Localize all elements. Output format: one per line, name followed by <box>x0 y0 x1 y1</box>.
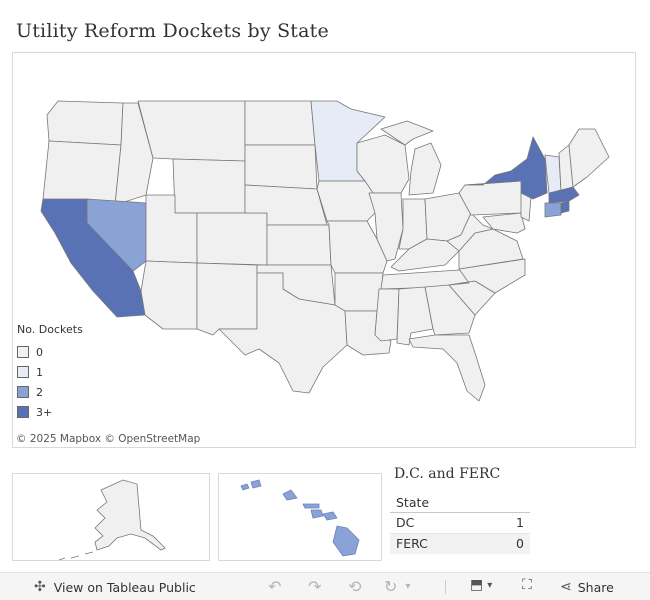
download-button[interactable]: ⬒ ▾ <box>470 577 492 593</box>
toolbar-divider <box>445 580 446 594</box>
view-on-tableau-label: View on Tableau Public <box>53 579 196 595</box>
state-michigan[interactable] <box>408 142 442 196</box>
us-map[interactable]: No. Dockets 0 1 2 3+ © 2025 Mapbox © Ope… <box>12 52 636 448</box>
legend-swatch <box>17 346 29 358</box>
legend: No. Dockets 0 1 2 3+ <box>17 323 83 422</box>
page-title: Utility Reform Dockets by State <box>16 20 329 42</box>
state-new-mexico[interactable] <box>196 262 258 336</box>
legend-label: 0 <box>36 345 43 359</box>
redo-button[interactable]: ↷ <box>308 577 321 596</box>
state-pennsylvania[interactable] <box>458 180 528 216</box>
download-icon: ⬒ <box>470 577 484 593</box>
state-north-carolina[interactable] <box>448 258 526 294</box>
view-on-tableau-button[interactable]: ✣ View on Tableau Public <box>34 579 196 595</box>
state-colorado[interactable] <box>196 212 268 266</box>
legend-swatch <box>17 386 29 398</box>
table-header: State <box>390 494 530 513</box>
aleutian-islands <box>58 551 94 561</box>
row-state: DC <box>396 515 415 530</box>
state-alaska[interactable] <box>94 479 166 551</box>
legend-swatch <box>17 366 29 378</box>
refresh-button[interactable]: ↻ ▾ <box>384 577 410 596</box>
state-iowa[interactable] <box>316 180 376 222</box>
tableau-toolbar: ✣ View on Tableau Public ↶ ↷ ⟲ ↻ ▾ ⬒ ▾ ⛶ ⋖… <box>0 572 650 600</box>
fullscreen-button[interactable]: ⛶ <box>522 577 532 593</box>
hawaii-inset[interactable] <box>218 473 382 561</box>
row-state: FERC <box>396 536 428 551</box>
state-north-dakota[interactable] <box>244 100 316 146</box>
share-icon: ⋖ <box>560 579 572 595</box>
state-arizona[interactable] <box>140 260 198 330</box>
table-row[interactable]: DC 1 <box>390 513 530 533</box>
state-kansas[interactable] <box>266 224 332 266</box>
state-rhode-island[interactable] <box>560 200 570 214</box>
state-massachusetts[interactable] <box>548 186 580 204</box>
state-mississippi[interactable] <box>374 288 400 342</box>
legend-label: 3+ <box>36 405 53 419</box>
redo-icon: ↷ <box>308 577 322 596</box>
state-texas[interactable] <box>218 272 348 394</box>
state-wyoming[interactable] <box>172 158 246 214</box>
row-value: 0 <box>516 536 524 551</box>
revert-button[interactable]: ⟲ <box>348 577 361 596</box>
map-canvas[interactable] <box>13 53 637 449</box>
row-value: 1 <box>516 515 524 530</box>
state-arkansas[interactable] <box>334 272 384 312</box>
state-florida[interactable] <box>408 334 486 402</box>
legend-item[interactable]: 2 <box>17 382 83 402</box>
undo-button[interactable]: ↶ <box>268 577 281 596</box>
revert-icon: ⟲ <box>348 577 362 596</box>
share-label: Share <box>577 579 614 595</box>
refresh-icon: ↻ <box>384 577 398 596</box>
state-maine[interactable] <box>568 128 610 188</box>
legend-label: 1 <box>36 365 43 379</box>
fullscreen-icon: ⛶ <box>522 577 532 593</box>
chevron-down-icon: ▾ <box>487 579 493 591</box>
state-oregon[interactable] <box>42 140 122 206</box>
table-row[interactable]: FERC 0 <box>390 533 530 554</box>
dc-ferc-table: State DC 1 FERC 0 <box>390 494 530 554</box>
dc-ferc-title: D.C. and FERC <box>394 466 501 482</box>
state-south-dakota[interactable] <box>244 144 318 190</box>
undo-icon: ↶ <box>268 577 282 596</box>
tableau-logo-icon: ✣ <box>34 579 46 595</box>
state-washington[interactable] <box>46 100 124 146</box>
share-button[interactable]: ⋖ Share <box>560 579 614 595</box>
chevron-down-icon: ▾ <box>405 581 411 592</box>
legend-swatch <box>17 406 29 418</box>
alaska-inset[interactable] <box>12 473 210 561</box>
state-maryland[interactable] <box>482 212 526 234</box>
map-attribution[interactable]: © 2025 Mapbox © OpenStreetMap <box>16 433 201 445</box>
state-hawaii[interactable] <box>240 479 360 557</box>
state-new-york[interactable] <box>464 136 548 200</box>
state-california[interactable] <box>40 198 146 318</box>
state-michigan-upper[interactable] <box>380 120 434 146</box>
legend-item[interactable]: 0 <box>17 342 83 362</box>
legend-label: 2 <box>36 385 43 399</box>
state-connecticut[interactable] <box>544 202 562 218</box>
legend-item[interactable]: 1 <box>17 362 83 382</box>
state-illinois[interactable] <box>368 192 404 262</box>
state-montana[interactable] <box>137 100 246 162</box>
state-vermont[interactable] <box>544 154 562 194</box>
legend-title: No. Dockets <box>17 323 83 336</box>
legend-item[interactable]: 3+ <box>17 402 83 422</box>
